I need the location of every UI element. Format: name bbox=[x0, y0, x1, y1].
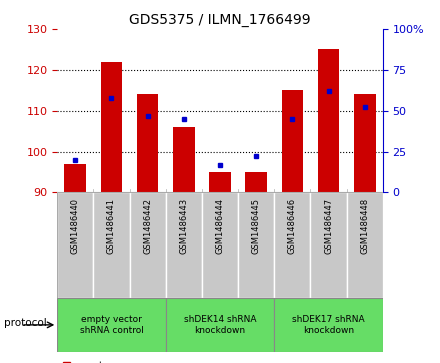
Bar bbox=[246, 172, 267, 192]
Bar bbox=[173, 127, 194, 192]
Legend: count, percentile rank within the sample: count, percentile rank within the sample bbox=[62, 360, 231, 363]
Text: shDEK17 shRNA
knockdown: shDEK17 shRNA knockdown bbox=[292, 315, 365, 335]
Bar bbox=[209, 172, 231, 192]
FancyBboxPatch shape bbox=[93, 192, 129, 298]
FancyBboxPatch shape bbox=[166, 192, 202, 298]
FancyBboxPatch shape bbox=[202, 192, 238, 298]
FancyBboxPatch shape bbox=[129, 192, 166, 298]
Text: GSM1486445: GSM1486445 bbox=[252, 197, 260, 254]
Title: GDS5375 / ILMN_1766499: GDS5375 / ILMN_1766499 bbox=[129, 13, 311, 26]
Text: GSM1486446: GSM1486446 bbox=[288, 197, 297, 254]
Text: GSM1486447: GSM1486447 bbox=[324, 197, 333, 254]
Bar bbox=[101, 62, 122, 192]
Text: GSM1486441: GSM1486441 bbox=[107, 197, 116, 254]
Bar bbox=[64, 164, 86, 192]
FancyBboxPatch shape bbox=[57, 192, 93, 298]
Text: GSM1486440: GSM1486440 bbox=[71, 197, 80, 254]
FancyBboxPatch shape bbox=[238, 192, 274, 298]
Bar bbox=[318, 49, 339, 192]
FancyBboxPatch shape bbox=[274, 192, 311, 298]
Text: shDEK14 shRNA
knockdown: shDEK14 shRNA knockdown bbox=[184, 315, 256, 335]
Bar bbox=[137, 94, 158, 192]
Bar bbox=[282, 90, 303, 192]
Text: GSM1486444: GSM1486444 bbox=[216, 197, 224, 254]
Text: GSM1486443: GSM1486443 bbox=[180, 197, 188, 254]
Text: GSM1486442: GSM1486442 bbox=[143, 197, 152, 254]
FancyBboxPatch shape bbox=[347, 192, 383, 298]
FancyBboxPatch shape bbox=[166, 298, 274, 352]
FancyBboxPatch shape bbox=[57, 298, 166, 352]
Text: protocol: protocol bbox=[4, 318, 47, 328]
FancyBboxPatch shape bbox=[311, 192, 347, 298]
Text: empty vector
shRNA control: empty vector shRNA control bbox=[80, 315, 143, 335]
Text: GSM1486448: GSM1486448 bbox=[360, 197, 369, 254]
FancyBboxPatch shape bbox=[274, 298, 383, 352]
Bar bbox=[354, 94, 376, 192]
